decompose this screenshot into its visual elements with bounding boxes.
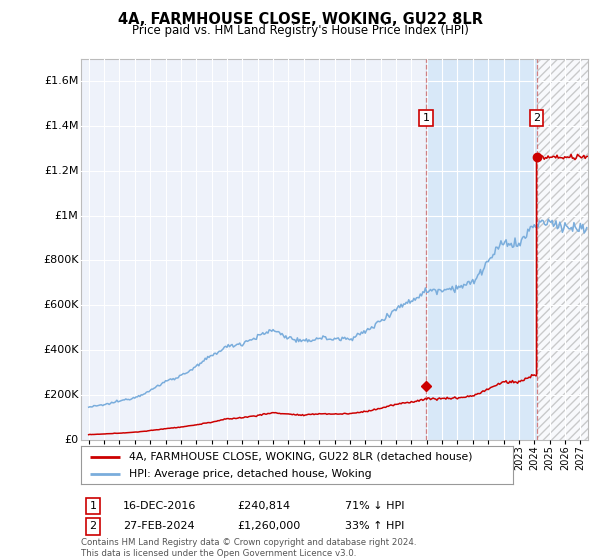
Text: £1.4M: £1.4M xyxy=(44,121,79,131)
Text: £600K: £600K xyxy=(43,300,79,310)
Text: £400K: £400K xyxy=(43,345,79,355)
Text: 2: 2 xyxy=(533,113,540,123)
Bar xyxy=(536,59,588,440)
Text: Price paid vs. HM Land Registry's House Price Index (HPI): Price paid vs. HM Land Registry's House … xyxy=(131,24,469,36)
Text: £1M: £1M xyxy=(55,211,79,221)
Text: Contains HM Land Registry data © Crown copyright and database right 2024.
This d: Contains HM Land Registry data © Crown c… xyxy=(81,538,416,558)
Bar xyxy=(536,59,588,440)
Text: £1,260,000: £1,260,000 xyxy=(237,521,300,531)
Text: £1.2M: £1.2M xyxy=(44,166,79,176)
Text: 71% ↓ HPI: 71% ↓ HPI xyxy=(345,501,404,511)
Text: £1.6M: £1.6M xyxy=(44,76,79,86)
Text: £200K: £200K xyxy=(43,390,79,400)
Text: 1: 1 xyxy=(89,501,97,511)
Text: £240,814: £240,814 xyxy=(237,501,290,511)
Text: £0: £0 xyxy=(64,435,79,445)
Text: 27-FEB-2024: 27-FEB-2024 xyxy=(123,521,194,531)
Text: 1: 1 xyxy=(422,113,430,123)
Text: 33% ↑ HPI: 33% ↑ HPI xyxy=(345,521,404,531)
Text: 4A, FARMHOUSE CLOSE, WOKING, GU22 8LR: 4A, FARMHOUSE CLOSE, WOKING, GU22 8LR xyxy=(118,12,482,27)
Text: 4A, FARMHOUSE CLOSE, WOKING, GU22 8LR (detached house): 4A, FARMHOUSE CLOSE, WOKING, GU22 8LR (d… xyxy=(128,451,472,461)
Text: £800K: £800K xyxy=(43,255,79,265)
Text: 2: 2 xyxy=(89,521,97,531)
Bar xyxy=(426,59,536,440)
Text: HPI: Average price, detached house, Woking: HPI: Average price, detached house, Woki… xyxy=(128,469,371,479)
Text: 16-DEC-2016: 16-DEC-2016 xyxy=(123,501,196,511)
